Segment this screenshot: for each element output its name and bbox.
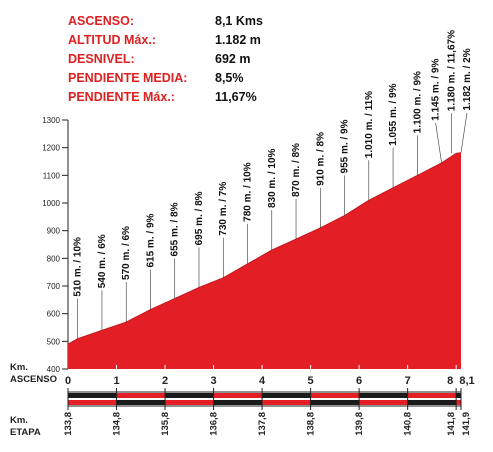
stat-value: 1.182 m xyxy=(215,33,261,47)
km-bar-segment-bottom xyxy=(165,400,214,405)
km-bar-segment-top xyxy=(456,393,461,398)
km-ascenso-caption-1: Km. xyxy=(10,362,28,373)
annotation-label: 1.145 m. / 9% xyxy=(431,59,442,121)
km-bar-segment-bottom xyxy=(456,400,461,405)
annotation-label: 615 m. / 9% xyxy=(145,213,156,267)
x-tick-label: 8 xyxy=(447,375,453,387)
y-tick-label: 500 xyxy=(47,337,61,346)
stage-km-label: 141,9 xyxy=(461,412,472,436)
stat-value: 8,1 Kms xyxy=(215,14,263,28)
stage-km-label: 138,8 xyxy=(306,412,317,436)
annotation-leader xyxy=(435,122,442,163)
annotation-label: 1.180 m. / 11,67% xyxy=(446,30,457,111)
annotation-label: 955 m. / 9% xyxy=(340,119,351,173)
stage-km-label: 136,8 xyxy=(209,412,220,436)
stat-value: 692 m xyxy=(215,52,250,66)
km-bar: 133,8 134,8 135,8 136,8 137,8 138,8 139,8 140,8… xyxy=(63,388,472,436)
stat-value: 11,67% xyxy=(215,90,257,104)
annotation-label: 695 m. / 8% xyxy=(194,191,205,245)
annotation-label: 730 m. / 7% xyxy=(218,182,229,236)
y-tick-label: 400 xyxy=(47,365,61,374)
km-bar-segment-bottom xyxy=(68,400,117,405)
annotation-leader xyxy=(460,112,468,153)
x-tick-label: 6 xyxy=(356,375,362,387)
x-tick-label: 3 xyxy=(210,375,216,387)
km-bar-segment-bottom xyxy=(213,400,263,405)
stat-label: ASCENSO: xyxy=(68,14,134,28)
annotation-label: 1.100 m. / 9% xyxy=(412,71,423,133)
y-tick-label: 1200 xyxy=(42,144,60,153)
km-bar-segment-top xyxy=(359,393,408,398)
climb-stats: ASCENSO: 8,1 Kms ALTITUD Máx.: 1.182 m DESNI… xyxy=(68,14,263,104)
km-bar-segment-top xyxy=(213,393,263,398)
km-bar-segment-top xyxy=(68,393,117,398)
profile-fill xyxy=(68,152,461,369)
annotation-label: 510 m. / 10% xyxy=(73,237,84,297)
annotation-label: 570 m. / 6% xyxy=(121,226,132,280)
stage-km-label: 139,8 xyxy=(354,412,365,436)
annotation-label: 870 m. / 8% xyxy=(291,143,302,197)
km-bar-segment-bottom xyxy=(116,400,166,405)
y-tick-label: 1300 xyxy=(42,116,60,125)
y-tick-label: 900 xyxy=(47,227,61,236)
y-tick-label: 600 xyxy=(47,310,61,319)
annotations: 510 m. / 10% 540 m. / 6% 570 m. / 6% 615 m.… xyxy=(73,30,473,339)
x-tick-label: 1 xyxy=(113,375,119,387)
x-tick-label: 8,1 xyxy=(459,375,474,387)
km-bar-segment-bottom xyxy=(262,400,311,405)
annotation-label: 540 m. / 6% xyxy=(97,234,108,288)
km-ascenso-caption-2: ASCENSO xyxy=(10,374,57,385)
stat-label: PENDIENTE MEDIA: xyxy=(68,71,187,85)
y-tick-label: 1100 xyxy=(43,171,61,180)
km-etapa-caption-2: ETAPA xyxy=(10,427,41,438)
stage-km-label: 137,8 xyxy=(257,412,268,436)
annotation-label: 1.182 m. / 2% xyxy=(462,48,473,110)
profile-area xyxy=(67,152,462,369)
km-bar-segment-bottom xyxy=(359,400,408,405)
km-bar-segment-top xyxy=(262,393,311,398)
stage-km-label: 133,8 xyxy=(63,412,74,436)
km-bar-segment-top xyxy=(116,393,166,398)
annotation-label: 655 m. / 8% xyxy=(170,202,181,256)
x-tick-label: 4 xyxy=(259,375,266,387)
x-tick-label: 2 xyxy=(162,375,168,387)
stage-km-label: 141,8 xyxy=(446,412,457,436)
annotation-label: 910 m. / 8% xyxy=(315,132,326,186)
x-tick-label: 7 xyxy=(405,375,411,387)
km-bar-segment-top xyxy=(407,393,457,398)
y-axis: 400 500 600 700 800 900 1000 1100 1200 1300 xyxy=(42,116,69,374)
km-etapa-caption-1: Km. xyxy=(10,415,28,426)
stat-value: 8,5% xyxy=(215,71,244,85)
stat-label: DESNIVEL: xyxy=(68,52,135,66)
km-bar-segment-top xyxy=(310,393,360,398)
stage-km-label: 135,8 xyxy=(160,412,171,436)
profile-outline xyxy=(67,152,462,345)
annotation-label: 830 m. / 10% xyxy=(267,148,278,208)
annotation-label: 1.055 m. / 9% xyxy=(388,83,399,145)
x-axis: 0 1 2 3 4 5 6 7 8 8,1 xyxy=(65,375,475,387)
km-bar-segment-bottom xyxy=(407,400,457,405)
x-tick-label: 0 xyxy=(65,375,71,387)
stat-label: PENDIENTE Máx.: xyxy=(68,90,175,104)
km-bar-segment-bottom xyxy=(310,400,360,405)
stage-km-label: 140,8 xyxy=(403,412,414,436)
x-tick-label: 5 xyxy=(308,375,314,387)
y-tick-label: 1000 xyxy=(42,199,60,208)
annotation-label: 1.010 m. / 11% xyxy=(364,91,375,158)
km-bar-segment-top xyxy=(165,393,214,398)
y-tick-label: 700 xyxy=(47,282,61,291)
stat-label: ALTITUD Máx.: xyxy=(68,33,156,47)
y-tick-label: 800 xyxy=(47,254,61,263)
stage-km-label: 134,8 xyxy=(112,412,123,436)
annotation-label: 780 m. / 10% xyxy=(243,162,254,222)
